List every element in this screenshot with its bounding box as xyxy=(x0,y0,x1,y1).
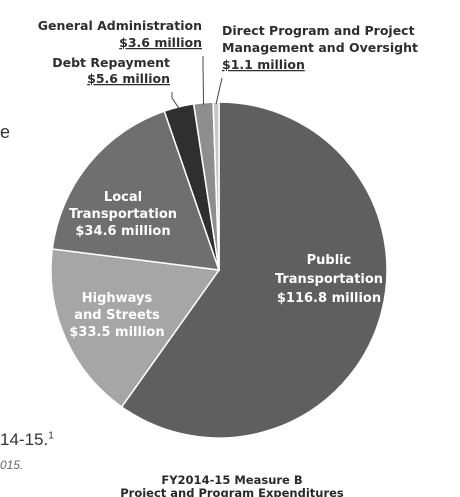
slice-label-local-transportation: Local Transportation $34.6 million xyxy=(69,190,177,239)
cropped-text-left: e xyxy=(0,122,11,142)
slice-label-general-administration: General Administration $3.6 million xyxy=(38,18,202,50)
slice-label-public-transportation: Public Transportation $116.8 million xyxy=(275,253,383,306)
slice-label-highways-and-streets: Highways and Streets $33.5 million xyxy=(69,291,164,340)
slice-label-debt-repayment: Debt Repayment $5.6 million xyxy=(52,55,170,86)
pie-slice-highways-and-streets xyxy=(50,248,221,408)
leader-lines xyxy=(171,56,223,110)
footnote-text: 14-15. xyxy=(0,430,49,449)
slice-label-direct-program-and-project-management-and-oversight: Direct Program and Project Management and… xyxy=(222,23,418,72)
cropped-footnote-text: 14-15.1 xyxy=(0,430,54,450)
footnote-marker: 1 xyxy=(48,430,54,442)
leader-line-admin xyxy=(202,56,205,105)
pie-slices xyxy=(50,101,388,439)
chart-subtitle: Project and Program Expenditures xyxy=(120,486,344,497)
cropped-year-text: 015. xyxy=(0,458,24,472)
leader-line-direct xyxy=(215,77,223,105)
leader-line-debt xyxy=(171,92,180,110)
chart-title: FY2014-15 Measure B xyxy=(161,473,302,487)
pie-slice-public-transportation xyxy=(120,101,388,439)
slice-labels: Public Transportation $116.8 million Highwa… xyxy=(38,18,418,340)
